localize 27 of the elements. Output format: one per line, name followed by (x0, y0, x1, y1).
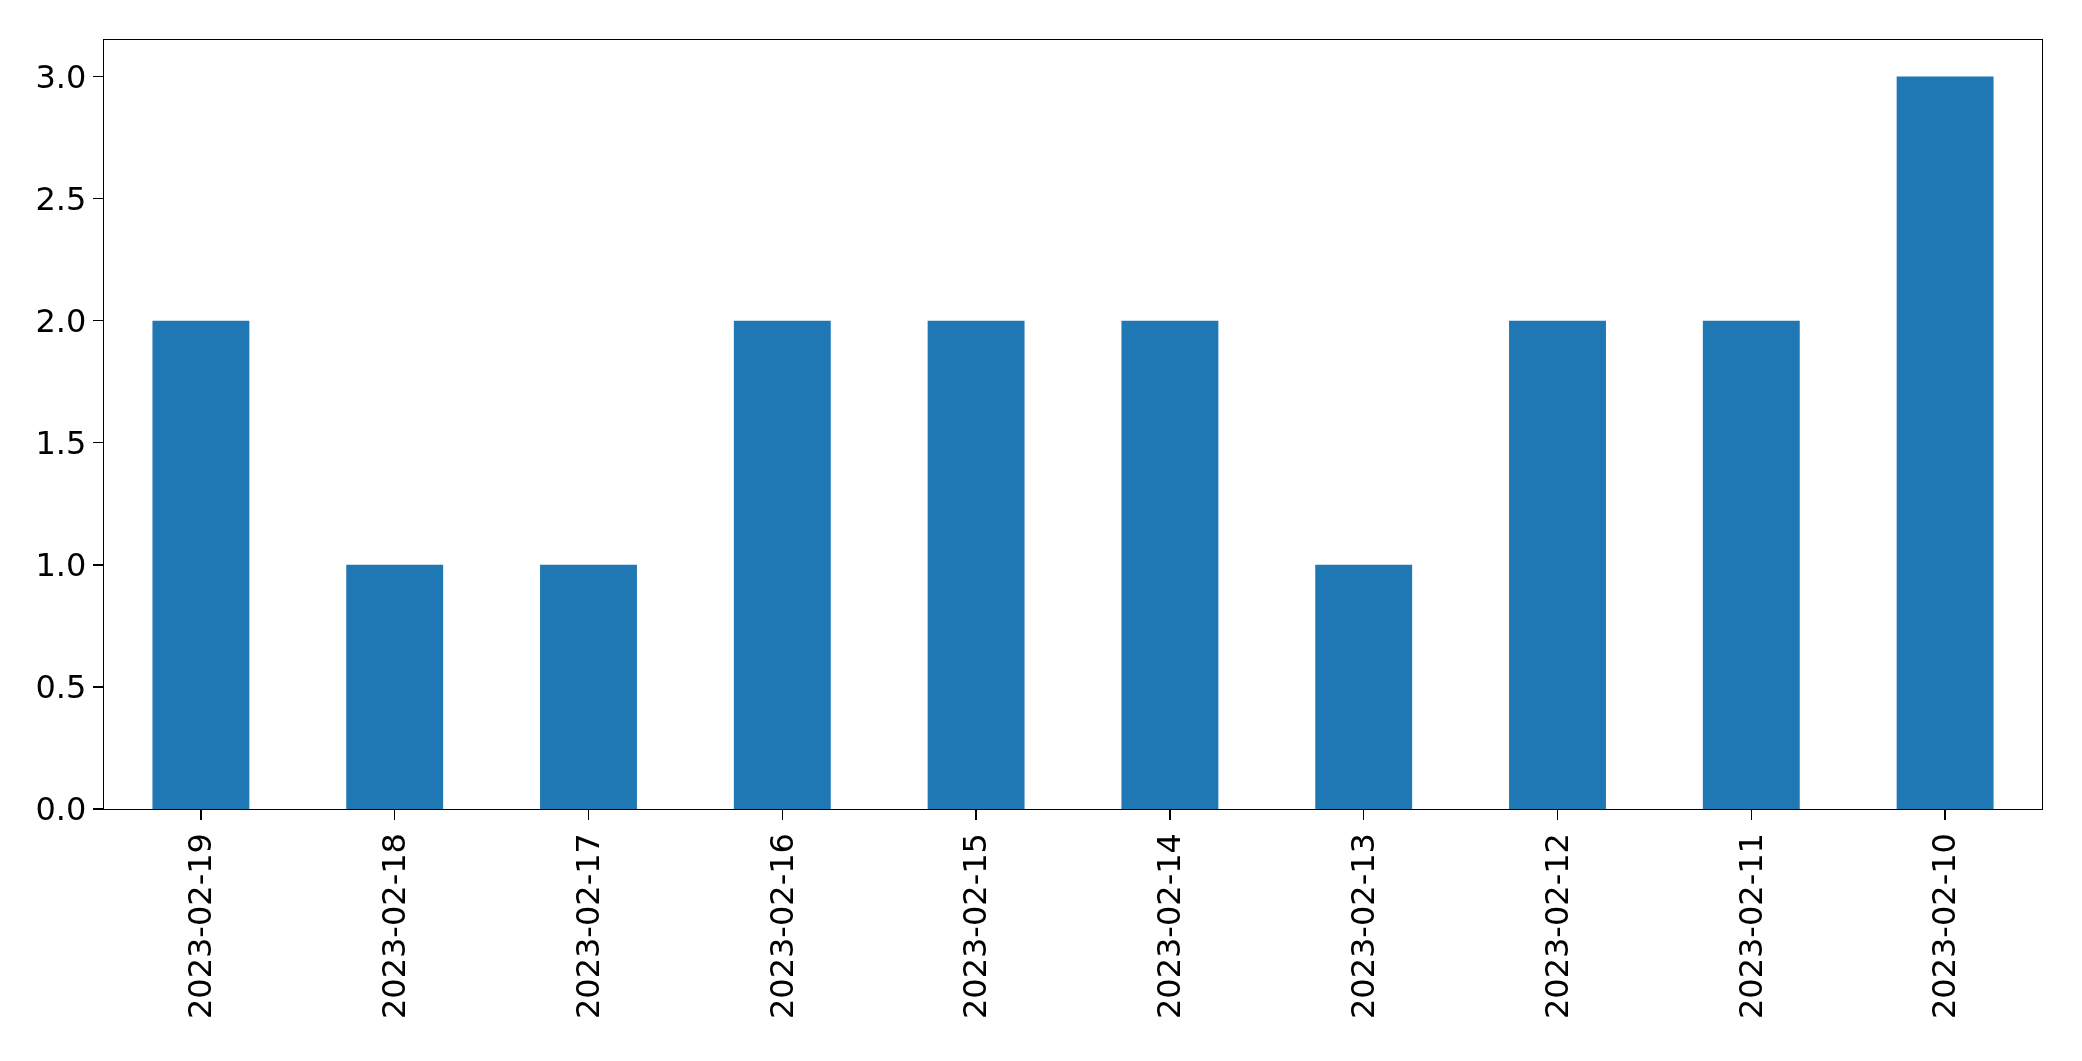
x-tick-label: 2023-02-14 (1150, 833, 1189, 1020)
bar (540, 564, 637, 809)
x-tick-label: 2023-02-19 (181, 833, 220, 1020)
bar (1509, 320, 1606, 809)
y-tick-label: 0.5 (35, 668, 87, 707)
x-tick-label: 2023-02-18 (375, 833, 414, 1020)
x-tick-label: 2023-02-10 (1925, 833, 1964, 1020)
bar (346, 564, 444, 809)
y-tick-label: 1.0 (35, 546, 87, 585)
bar (733, 320, 831, 809)
x-tick-label: 2023-02-16 (762, 833, 801, 1020)
y-tick-label: 2.5 (35, 179, 87, 218)
x-tick-label: 2023-02-11 (1731, 833, 1770, 1020)
y-tick-label: 0.0 (35, 790, 87, 829)
x-tick-label: 2023-02-12 (1537, 833, 1576, 1020)
x-tick-label: 2023-02-13 (1344, 833, 1383, 1020)
bar (1896, 76, 1994, 809)
bar (1315, 564, 1413, 809)
y-tick-label: 3.0 (35, 57, 87, 96)
bar (1121, 320, 1219, 809)
bar (1702, 320, 1800, 809)
x-tick-label: 2023-02-17 (568, 833, 607, 1020)
y-tick-label: 2.0 (35, 301, 87, 340)
bar (927, 320, 1025, 809)
x-tick-label: 2023-02-15 (956, 833, 995, 1020)
bar (152, 320, 250, 809)
y-tick-label: 1.5 (35, 424, 87, 463)
